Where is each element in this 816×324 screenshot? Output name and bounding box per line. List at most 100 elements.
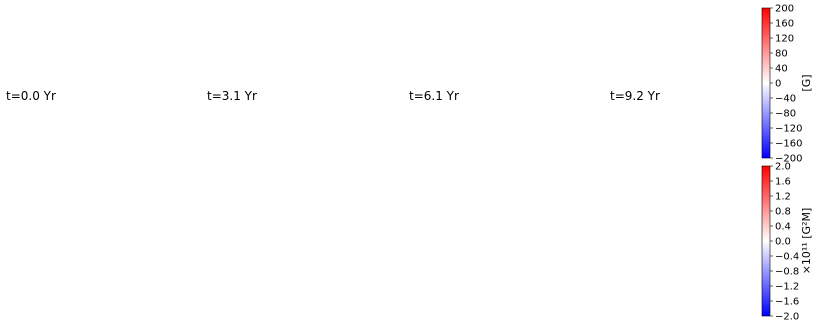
heatmap-cell (86, 0, 124, 23)
heatmap-cell (48, 0, 86, 7)
heatmap-cell (167, 0, 204, 43)
colorbar-tick-label: −200 (775, 154, 802, 165)
heatmap-cell (305, 0, 346, 14)
colorbar-tick-label: −120 (775, 124, 802, 135)
panel-top-1: t=0.0 Yr (6, 89, 56, 103)
colorbar-tick-label: 1.2 (775, 192, 791, 203)
colorbar-tick-label: 160 (775, 19, 794, 30)
colorbar-tick-label: −2.0 (775, 312, 799, 323)
contour-line (399, 0, 509, 27)
tachocline-arc (370, 0, 532, 52)
colorbar-tick-label: −0.8 (775, 267, 799, 278)
colorbar-tick-label: 0 (775, 79, 781, 90)
colorbar-tick-label: −80 (775, 109, 796, 120)
panel-top-4: t=9.2 Yr (610, 89, 660, 103)
heatmap-cell (690, 0, 728, 23)
heatmap-cell (68, 0, 104, 32)
colorbar-tick-label: 2.0 (775, 162, 791, 173)
heatmap-cell (304, 14, 337, 56)
colorbar-unit-label: [G] (800, 74, 813, 91)
colorbar-tick-label: 200 (775, 4, 794, 15)
colorbar-bottom: 2.0 1.6 1.2 0.8 0.4 0.0 −0.4 −0.8 −1.2 −1.6 −2.0 ×1… (761, 162, 813, 323)
heatmap-cell (125, 4, 159, 51)
contour-line (601, 0, 711, 27)
colorbar-gradient (761, 7, 771, 159)
heatmap-cell (268, 0, 304, 32)
heatmap-cell (323, 0, 367, 4)
heatmap-cell (485, 23, 516, 60)
panels-layer: t=0.0 Yr t=3.1 Yr t=6.1 Yr t=9.2 Yr (0, 0, 808, 103)
heatmap-cell (729, 4, 763, 51)
outer-boundary-arc (370, 0, 606, 39)
contour-line (410, 0, 521, 13)
colorbar-top: 200 160 120 80 40 0 −40 −80 −120 −160 −200 [G] (761, 4, 813, 165)
colorbar-unit-label: ×10¹¹ [G²M] (800, 208, 813, 275)
colorbar-tick-label: 0.0 (775, 237, 791, 248)
colorbar-tick-label: −0.4 (775, 252, 799, 263)
contour-line (8, 0, 119, 13)
heatmap-cell (123, 0, 167, 4)
heatmap-cell (709, 0, 750, 14)
heatmap-cell (672, 0, 708, 32)
heatmap-cell (325, 4, 359, 51)
heatmap-cell (470, 0, 506, 32)
tachocline-arc (168, 0, 330, 52)
inner-boundary-arc (168, 0, 291, 60)
time-label: t=6.1 Yr (409, 89, 459, 103)
contour-line (208, 0, 319, 13)
colorbar-tick-label: −1.2 (775, 282, 799, 293)
heatmap-cell (652, 0, 690, 7)
panel-bottom-4 (572, 0, 808, 60)
panel-bottom-3 (370, 0, 606, 60)
colorbar-tick-label: −40 (775, 94, 796, 105)
heatmap-cell (727, 0, 771, 4)
colorbar-tick-label: 40 (775, 64, 788, 75)
heatmap-cell (286, 0, 324, 23)
heatmap-cell (83, 23, 114, 60)
inner-boundary-arc (370, 0, 493, 60)
heatmap-cell (548, 0, 584, 47)
heatmap-cell (450, 0, 488, 7)
heatmap-cell (507, 0, 548, 14)
panel-bottom-2 (168, 0, 404, 60)
heatmap-cell (248, 0, 286, 7)
colorbar-tick-label: −1.6 (775, 297, 799, 308)
inner-boundary-arc (0, 0, 91, 60)
colorbar-tick-label: 0.8 (775, 207, 791, 218)
contour-line (197, 0, 307, 27)
contour-line (612, 0, 723, 13)
heatmap-cell (569, 0, 606, 43)
heatmap-cell (527, 4, 561, 51)
panel-bottom-1 (0, 0, 204, 60)
heatmap-cell (687, 23, 718, 60)
contour-line (0, 0, 108, 27)
heatmap-cell (104, 14, 137, 56)
panel-top-2: t=3.1 Yr (207, 89, 257, 103)
time-label: t=9.2 Yr (610, 89, 660, 103)
tachocline-arc (572, 0, 734, 52)
colorbar-tick-label: 120 (775, 34, 794, 45)
heatmap-cell (346, 0, 382, 47)
heatmap-cell (488, 0, 526, 23)
outer-boundary-arc (0, 0, 204, 39)
colorbar-gradient (761, 165, 771, 317)
time-label: t=0.0 Yr (6, 89, 56, 103)
heatmap-cell (283, 23, 314, 60)
colorbar-tick-label: 80 (775, 49, 788, 60)
outer-boundary-arc (572, 0, 808, 39)
colorbar-tick-label: 1.6 (775, 177, 791, 188)
heatmap-cell (525, 0, 569, 4)
time-label: t=3.1 Yr (207, 89, 257, 103)
heatmap-cell (506, 14, 539, 56)
heatmap-cell (367, 0, 404, 43)
outer-boundary-arc (168, 0, 404, 39)
panel-top-3: t=6.1 Yr (409, 89, 459, 103)
colorbar-tick-label: −160 (775, 139, 802, 150)
heatmap-cell (708, 14, 741, 56)
inner-boundary-arc (572, 0, 695, 60)
heatmap-cell (105, 0, 146, 14)
heatmap-cell (146, 0, 182, 47)
tachocline-arc (0, 0, 130, 52)
colorbar-tick-label: 0.4 (775, 222, 791, 233)
